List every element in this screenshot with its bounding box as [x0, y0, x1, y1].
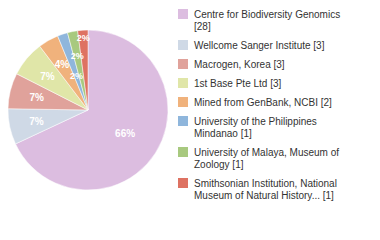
legend-label-line: Macrogen, Korea [3] [194, 59, 285, 70]
legend-swatch [178, 116, 188, 126]
legend-swatch [178, 78, 188, 88]
legend-swatch [178, 97, 188, 107]
legend-label-line: University of the Philippines [194, 116, 317, 127]
legend-label: 1st Base Pte Ltd [3] [194, 78, 281, 89]
data-label: 66% [115, 128, 135, 139]
legend-label-line: University of Malaya, Museum of [194, 147, 339, 158]
legend-label: University of Malaya, Museum ofZoology [… [194, 147, 339, 170]
legend-label: University of the PhilippinesMindanao [1… [194, 116, 317, 139]
legend-label-line: [28] [194, 21, 211, 32]
legend-swatch [178, 147, 188, 157]
legend-label-line: Mindanao [1] [194, 128, 252, 139]
legend-label: Wellcome Sanger Institute [3] [194, 40, 325, 51]
legend-label-line: Centre for Biodiversity Genomics [194, 9, 340, 20]
legend-swatch [178, 178, 188, 188]
legend-label-line: Zoology [1] [194, 159, 244, 170]
legend-label: Macrogen, Korea [3] [194, 59, 285, 70]
chart: 66%7%7%7%4%2%2%2%Centre for Biodiversity… [0, 0, 380, 240]
data-label: 2% [71, 51, 84, 61]
legend-label-line: 1st Base Pte Ltd [3] [194, 78, 281, 89]
data-label: 4% [55, 59, 70, 70]
legend-label-line: Museum of Natural History... [1] [194, 190, 334, 201]
legend-swatch [178, 9, 188, 19]
pie [8, 30, 168, 190]
legend-label-line: Smithsonian Institution, National [194, 178, 337, 189]
legend-label-line: Mined from GenBank, NCBI [2] [194, 97, 332, 108]
data-label: 7% [30, 92, 45, 103]
legend-label: Mined from GenBank, NCBI [2] [194, 97, 332, 108]
data-label: 2% [77, 33, 90, 43]
legend-label: Smithsonian Institution, NationalMuseum … [194, 178, 337, 201]
data-labels: 66%7%7%7%4%2%2%2% [29, 33, 135, 139]
legend-label: Centre for Biodiversity Genomics[28] [194, 9, 340, 32]
pie-slice [8, 109, 88, 144]
legend-swatch [178, 40, 188, 50]
legend-swatch [178, 59, 188, 69]
data-label: 7% [40, 71, 55, 82]
data-label: 2% [70, 71, 83, 81]
legend: Centre for Biodiversity Genomics[28] Well… [178, 9, 340, 201]
legend-label-line: Wellcome Sanger Institute [3] [194, 40, 325, 51]
data-label: 7% [29, 116, 44, 127]
